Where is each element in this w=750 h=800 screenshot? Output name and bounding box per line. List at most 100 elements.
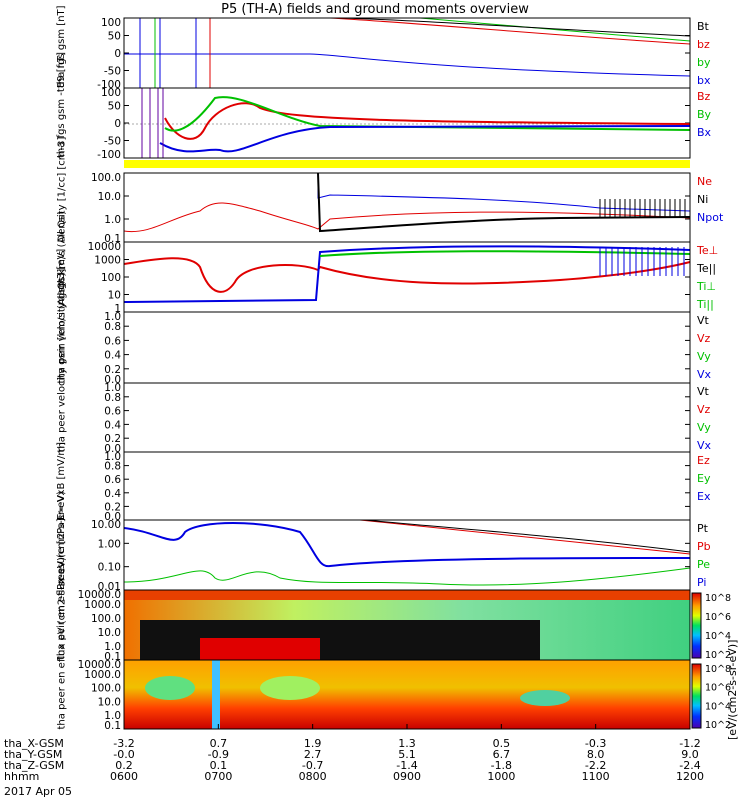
y-tick-label: 50 xyxy=(108,31,121,43)
panel-peir_velocity: 1.00.8 0.6 0.4 0.20.0 xyxy=(104,311,691,386)
panel-frame xyxy=(123,382,691,453)
series-bz xyxy=(329,17,691,45)
footer-row-label: tha_X-GSM xyxy=(4,737,64,750)
footer-row-label: tha_Z-GSM xyxy=(4,759,65,772)
colorbar xyxy=(691,663,702,729)
y-tick-label: 100 xyxy=(101,17,121,29)
colorbar-tick: 10^2 xyxy=(705,650,731,661)
legend-Vt: Vt xyxy=(697,314,709,327)
y-tick-label: 100.0 xyxy=(91,613,121,625)
y-tick-label: 1000.0 xyxy=(84,599,121,611)
y-tick-label: 0.0 xyxy=(104,511,121,523)
footer-row-label: tha_Y-GSM xyxy=(4,748,63,761)
y-tick-label: 1.0 xyxy=(104,382,121,394)
series-Ne xyxy=(123,202,691,233)
legend-Ni: Ni xyxy=(697,193,709,206)
spectrogram-top xyxy=(124,590,690,600)
y-tick-label: 10.00 xyxy=(91,519,121,531)
footer-value: 5.1 xyxy=(398,748,416,761)
series-Ti-par xyxy=(319,250,691,257)
panel-pressure: 10.00 1.00 0.10 0.01 xyxy=(91,519,691,593)
colorbar-label: [eV/(cm2-s-sr-eV)] xyxy=(726,639,739,740)
y-tick-label: 10000.0 xyxy=(78,589,121,601)
legend-Pt: Pt xyxy=(697,522,708,535)
series-Pe xyxy=(123,567,691,586)
footer-value: 0.7 xyxy=(209,737,228,750)
spectrogram-high xyxy=(200,638,320,660)
panel-frame xyxy=(123,311,691,384)
y-tick-label: 10000.0 xyxy=(78,659,121,671)
footer-value: 6.7 xyxy=(492,748,511,761)
footer-value: 0.5 xyxy=(492,737,511,750)
panel-frame xyxy=(123,87,691,159)
footer-value: 8.0 xyxy=(586,748,605,761)
colorbar xyxy=(691,592,702,659)
footer-value: 9.0 xyxy=(681,748,699,761)
legend-Bx: Bx xyxy=(697,126,712,139)
legend-Te⊥: Te⊥ xyxy=(697,244,719,257)
legend-By: By xyxy=(697,108,712,121)
y-tick-label: 0.10 xyxy=(98,562,121,574)
legend-Npot: Npot xyxy=(697,211,724,224)
y-tick-label: 100.0 xyxy=(91,172,121,184)
series-Ni xyxy=(317,172,691,233)
series-Te xyxy=(123,257,691,293)
footer-value: 1.3 xyxy=(398,737,416,750)
y-tick-label: 0.6 xyxy=(104,474,121,486)
colorbar-tick: 10^8 xyxy=(705,593,731,604)
y-tick-label: -100 xyxy=(97,149,121,161)
date-label: 2017 Apr 05 xyxy=(4,785,73,798)
y-tick-label: 0.4 xyxy=(104,488,121,500)
y-tick-label: 1000 xyxy=(94,255,121,267)
footer-value: 2.7 xyxy=(303,748,322,761)
legend-by: by xyxy=(697,56,711,69)
series-bx xyxy=(124,53,691,77)
legend-Vz: Vz xyxy=(697,403,711,416)
y-tick-label: 50 xyxy=(108,101,121,113)
series-Bx xyxy=(159,125,691,153)
footer-value: -2.4 xyxy=(679,759,701,772)
spectrogram-feature xyxy=(212,660,220,729)
colorbar-tick: 10^8 xyxy=(705,664,731,675)
y-tick-label: 10.0 xyxy=(98,696,121,708)
spectrogram-feature xyxy=(260,676,320,700)
footer-value: -1.2 xyxy=(679,737,701,750)
legend-Ne: Ne xyxy=(697,175,712,188)
footer-value: -1.4 xyxy=(396,759,418,772)
y-tick-label: 0.6 xyxy=(104,406,121,418)
legend-Ez: Ez xyxy=(697,454,710,467)
panel-peer_velocity: 1.00.8 0.60.4 0.20.0 xyxy=(104,382,691,455)
series-Pb xyxy=(359,519,691,555)
spectrogram-peer xyxy=(124,660,690,729)
y-tick-label: 0.0 xyxy=(104,374,121,386)
footer-value: 1100 xyxy=(581,770,610,783)
y-tick-label: 1.0 xyxy=(104,710,121,722)
y-tick-label: 100 xyxy=(101,87,121,99)
panel-frame xyxy=(123,451,691,521)
y-tick-label: 0.2 xyxy=(104,364,121,376)
legend-Bz: Bz xyxy=(697,90,711,103)
y-tick-label: 0.01 xyxy=(98,581,121,593)
footer-value: 0700 xyxy=(204,770,233,783)
footer-value: 0.2 xyxy=(115,759,133,772)
panel-fgs_gsm_-t89: 100 50 0 -50-100 xyxy=(97,87,691,161)
legend-bx: bx xyxy=(697,74,711,87)
footer-value: -0.0 xyxy=(113,748,135,761)
footer-value: 0900 xyxy=(393,770,421,783)
spectrogram-feature xyxy=(520,690,570,706)
legend-Pe: Pe xyxy=(697,558,711,571)
y-tick-label: 1.0 xyxy=(104,311,121,323)
y-tick-label: 1.00 xyxy=(98,538,121,550)
colorbar-tick: 10^6 xyxy=(705,612,731,623)
footer-value: 1000 xyxy=(487,770,516,783)
y-tick-label: 0.1 xyxy=(104,720,121,732)
footer-value: 0600 xyxy=(110,770,138,783)
y-tick-label: 1.0 xyxy=(104,641,121,653)
y-tick-label: 0.8 xyxy=(104,392,121,404)
legend-Bt: Bt xyxy=(697,20,709,33)
y-tick-label: 0.4 xyxy=(104,350,121,362)
y-tick-label: 0.2 xyxy=(104,501,121,513)
colorbar-tick: 10^2 xyxy=(705,720,731,731)
footer-value: -0.7 xyxy=(301,759,324,772)
